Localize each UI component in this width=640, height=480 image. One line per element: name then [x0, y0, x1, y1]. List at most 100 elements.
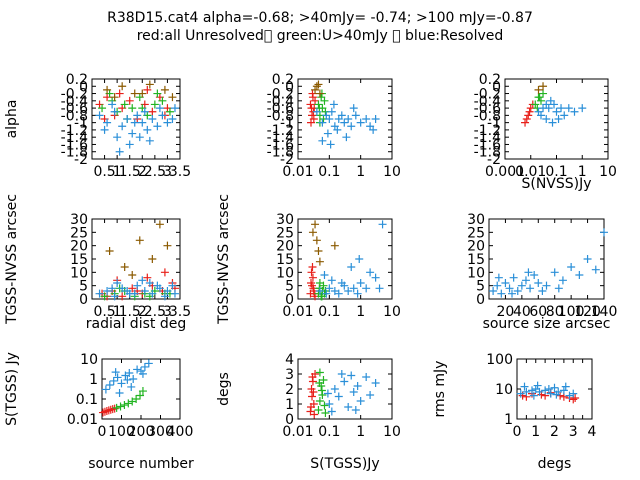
- data-point-blue: [330, 385, 339, 393]
- x-tick-label: 80: [546, 304, 564, 320]
- y-tick-label: -1.2: [474, 123, 501, 139]
- data-point-blue: [344, 115, 353, 123]
- data-point-blue: [337, 111, 346, 120]
- data-point-red: [128, 284, 137, 293]
- data-point-brown: [148, 255, 157, 263]
- data-point-blue: [123, 375, 132, 384]
- y-tick-label: -0.4: [474, 94, 501, 110]
- y-tick-label: 25: [70, 225, 88, 241]
- data-point-blue: [347, 371, 356, 380]
- data-point-blue: [160, 292, 169, 301]
- y-tick-label: 15: [467, 252, 485, 268]
- x-tick-label: 2.5: [144, 164, 166, 180]
- data-point-blue: [558, 276, 567, 285]
- data-point-green: [158, 96, 167, 105]
- data-point-green: [124, 399, 133, 408]
- y-tick-label: -0.4: [267, 94, 294, 110]
- data-point-red: [309, 388, 318, 396]
- plot-frame: [91, 78, 181, 160]
- data-point-blue: [516, 389, 525, 398]
- y-tick-label: -1.2: [267, 123, 294, 139]
- data-point-blue: [144, 359, 153, 368]
- y-tick-label: -1: [74, 116, 88, 132]
- plot-p2: 0.01 0.1 1 10 0.20-0.2-0.4-0.6-0.8-1-1.2-1.4…: [267, 72, 401, 180]
- data-point-red: [115, 89, 124, 98]
- y-tick-label: 0.2: [479, 72, 501, 88]
- data-point-blue: [327, 407, 336, 416]
- y-tick-label: -1.8: [61, 145, 88, 161]
- data-point-green: [317, 386, 326, 395]
- data-point-red: [100, 407, 109, 416]
- data-point-blue: [375, 284, 384, 293]
- y-tick-label: 0: [476, 292, 485, 308]
- y-tick-label: 0.2: [66, 72, 88, 88]
- x-tick-label: 0.01: [282, 304, 313, 320]
- data-point-blue: [347, 122, 356, 131]
- data-point-brown: [314, 247, 323, 255]
- data-point-red: [311, 96, 320, 105]
- data-point-blue: [541, 386, 550, 395]
- y-tick-label: -2: [280, 152, 294, 168]
- data-point-blue: [353, 289, 362, 298]
- data-point-red: [307, 268, 316, 277]
- x-tick-label: 0.1: [318, 424, 340, 440]
- x-tick-label: 0: [98, 424, 107, 440]
- data-point-blue: [557, 104, 566, 113]
- data-point-blue: [591, 265, 600, 274]
- data-point-red: [308, 273, 317, 282]
- data-point-brown: [105, 247, 114, 255]
- data-point-blue: [108, 100, 117, 109]
- data-point-blue: [351, 406, 360, 414]
- y-tick-label: -1.4: [61, 130, 88, 146]
- data-point-blue: [103, 287, 112, 295]
- data-point-blue: [524, 268, 533, 277]
- data-point-blue: [334, 289, 343, 298]
- data-point-blue: [356, 279, 365, 287]
- data-point-blue: [508, 289, 516, 298]
- y-tick-label: 0: [79, 292, 88, 308]
- data-point-blue: [135, 133, 144, 142]
- data-point-blue: [564, 104, 573, 113]
- data-point-blue: [371, 379, 380, 387]
- y-tick-label: -0.8: [267, 108, 294, 124]
- x-tick-label: 20: [497, 304, 515, 320]
- data-point-blue: [371, 115, 380, 123]
- y-tick-label: -0.4: [61, 94, 88, 110]
- data-point-blue: [362, 284, 371, 293]
- data-point-brown: [539, 82, 548, 91]
- data-point-blue: [103, 118, 112, 127]
- data-point-green: [120, 401, 129, 410]
- chart-subtitle: red:all Unresolved  green:U>40mJy   blue…: [136, 28, 504, 44]
- data-point-blue: [356, 118, 365, 127]
- data-point-blue: [327, 107, 336, 116]
- data-point-green: [535, 93, 544, 102]
- x-tick-label: 1: [113, 164, 122, 180]
- x-axis-label: S(TGSS)Jy: [310, 456, 379, 472]
- data-point-red: [143, 273, 152, 282]
- data-point-blue: [337, 279, 346, 287]
- y-tick-label: 10: [276, 265, 294, 281]
- data-point-blue: [113, 373, 122, 382]
- data-point-blue: [578, 104, 587, 113]
- data-point-blue: [133, 365, 142, 374]
- y-tick-label: -0.2: [474, 87, 501, 103]
- data-point-green: [314, 406, 323, 414]
- data-point-brown: [308, 228, 317, 237]
- data-point-blue: [505, 284, 514, 293]
- data-point-blue: [113, 133, 122, 142]
- data-point-blue: [565, 391, 574, 400]
- x-tick-label: 400: [167, 424, 194, 440]
- data-point-red: [308, 263, 317, 271]
- data-point-red: [521, 118, 530, 127]
- data-point-blue: [535, 387, 544, 396]
- y-tick-label: 10: [495, 382, 513, 398]
- x-tick-label: 0.01: [515, 164, 546, 180]
- y-tick-label: 0: [285, 292, 294, 308]
- y-tick-label: 0: [79, 79, 88, 95]
- data-point-blue: [489, 287, 498, 295]
- x-axis-label: source number: [88, 456, 194, 472]
- data-point-blue: [329, 100, 338, 109]
- y-tick-label: 100: [486, 352, 513, 368]
